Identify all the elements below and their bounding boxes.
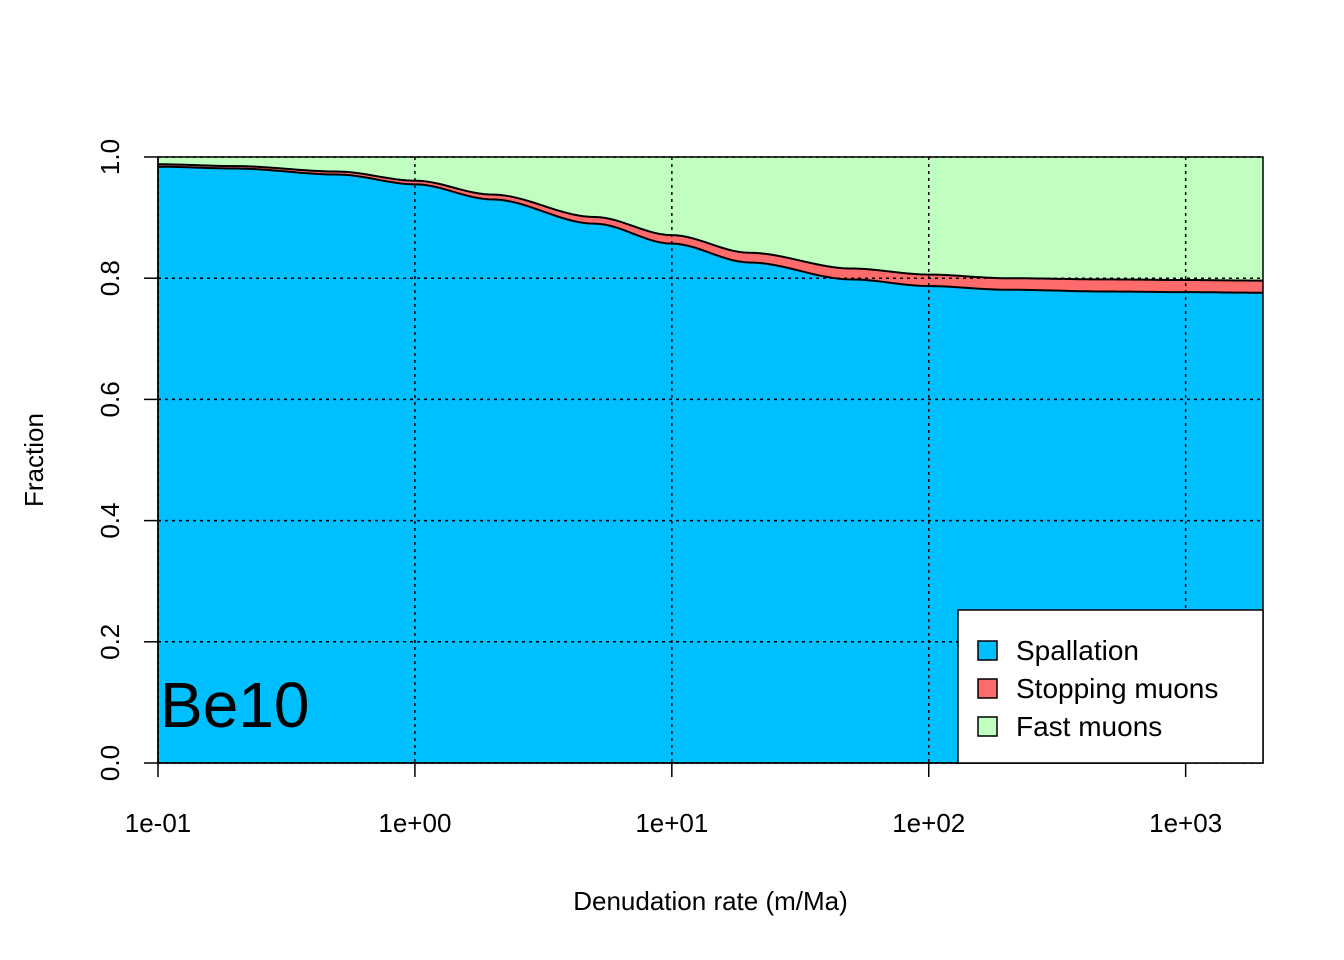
y-tick-label: 0.8: [95, 260, 125, 296]
legend-box: [957, 609, 1264, 764]
series-boundary-lines: [157, 163, 1263, 294]
y-tick-label: 0.0: [95, 745, 125, 781]
legend-swatch: [977, 678, 998, 699]
y-tick-label: 1.0: [95, 139, 125, 175]
boundary-stopping-muons: [157, 163, 1263, 282]
area-fast-muons: [158, 157, 1263, 281]
legend-swatch: [977, 640, 998, 661]
legend-swatch: [977, 716, 998, 737]
isotope-annotation: Be10: [160, 669, 309, 741]
x-tick-label: 1e+01: [635, 808, 708, 838]
x-tick-label: 1e+03: [1149, 808, 1222, 838]
y-axis-title: Fraction: [19, 413, 49, 507]
y-tick-label: 0.6: [95, 381, 125, 417]
x-tick-label: 1e+02: [892, 808, 965, 838]
x-axis: 1e-01 1e+00 1e+01 1e+02 1e+03: [125, 762, 1222, 838]
legend-label: Fast muons: [1016, 711, 1162, 742]
x-tick-label: 1e-01: [125, 808, 192, 838]
y-tick-label: 0.4: [95, 503, 125, 539]
legend-label: Spallation: [1016, 635, 1139, 666]
legend-label: Stopping muons: [1016, 673, 1218, 704]
x-axis-title: Denudation rate (m/Ma): [573, 886, 848, 916]
y-axis: 0.0 0.2 0.4 0.6 0.8 1.0: [95, 139, 159, 781]
y-tick-label: 0.2: [95, 624, 125, 660]
legend: Spallation Stopping muons Fast muons: [957, 609, 1264, 764]
x-tick-label: 1e+00: [378, 808, 451, 838]
boundary-spallation: [157, 165, 1263, 294]
